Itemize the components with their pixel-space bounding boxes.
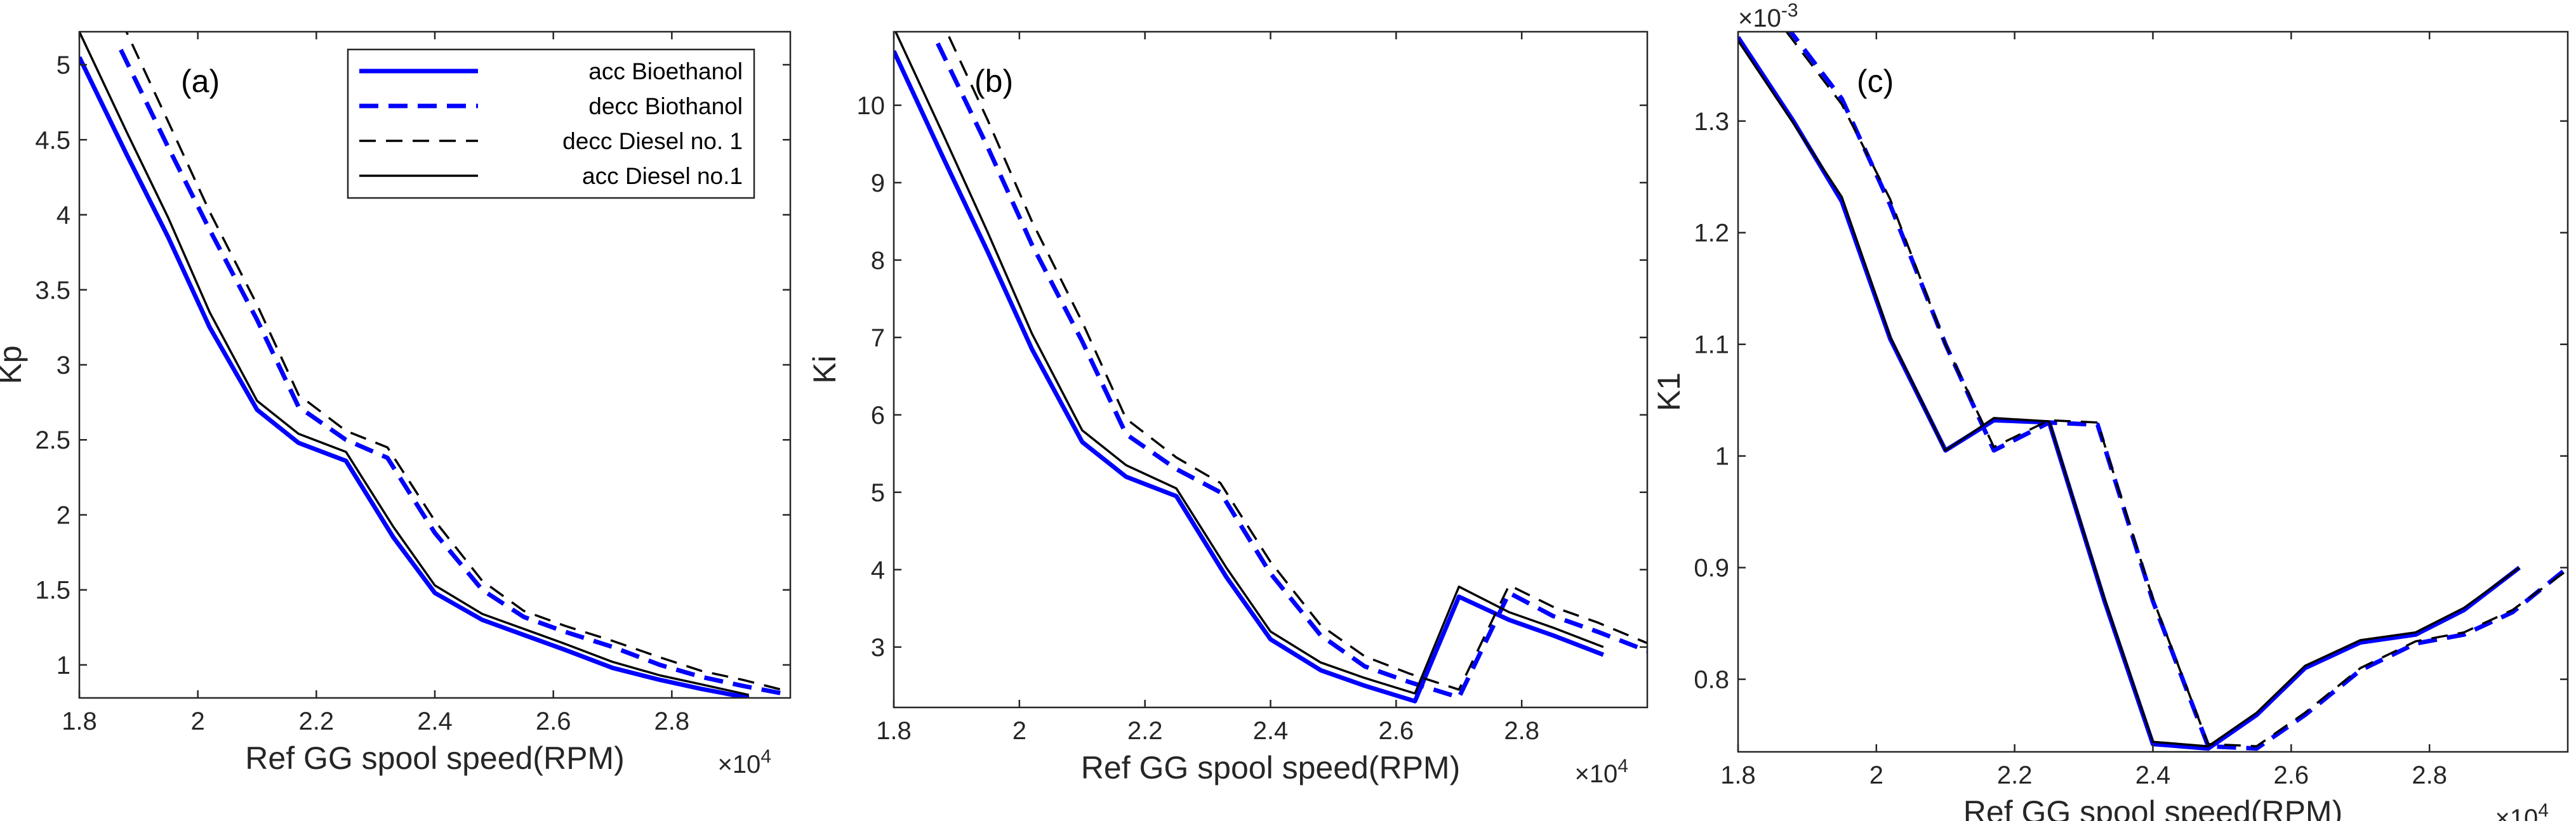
y-tick-label: 8 [871, 247, 885, 275]
y-tick-label: 7 [871, 324, 885, 352]
y-tick-label: 4 [871, 556, 885, 584]
x-tick-label: 1.8 [876, 717, 912, 745]
series-group [1738, 32, 2568, 751]
x-tick-label: 2.6 [536, 707, 571, 735]
plot-area [894, 32, 1647, 707]
y-tick-label: 3 [871, 634, 885, 662]
x-multiplier-base: ×10 [717, 751, 760, 778]
x-tick-label: 2.8 [654, 707, 690, 735]
legend-label-4: acc Diesel no.1 [582, 163, 743, 189]
series-line-3 [125, 32, 790, 693]
x-multiplier-base: ×10 [2495, 805, 2538, 821]
y-tick-label: 0.9 [1694, 555, 1729, 582]
y-tick-label: 6 [871, 402, 885, 430]
y-multiplier: ×10-3 [1738, 0, 1798, 32]
panel-tag: (b) [974, 63, 1013, 99]
legend-label-2: decc Biothanol [588, 93, 743, 119]
y-tick-label: 4 [56, 202, 70, 230]
y-tick-label: 3.5 [35, 277, 70, 305]
x-tick-label: 2.4 [2135, 761, 2171, 789]
y-tick-label: 1.5 [35, 577, 70, 605]
series-line-4 [894, 32, 1604, 695]
y-multiplier-exponent: -3 [1781, 0, 1798, 21]
series-line-4 [1738, 40, 2520, 747]
y-tick-label: 1.1 [1694, 331, 1729, 359]
y-tick-label: 2.5 [35, 426, 70, 454]
panel-tag: (a) [181, 63, 220, 99]
legend-box [347, 48, 755, 199]
legend-label-3: decc Diesel no. 1 [562, 128, 743, 154]
series-group [79, 32, 790, 698]
y-axis-label: K1 [1651, 372, 1687, 411]
x-multiplier: ×104 [2495, 800, 2549, 821]
y-tick-label: 5 [871, 479, 885, 507]
y-tick-label: 9 [871, 169, 885, 197]
y-tick-label: 4.5 [35, 126, 70, 154]
y-tick-label: 1 [1715, 443, 1729, 471]
x-tick-label: 2 [1869, 761, 1883, 789]
chart-panel-c: 1.8 2 2.2 2.4 2.6 2.8 0.8 0.9 1 1.1 1.2 1.3 Ref GG s… [1651, 0, 2569, 821]
y-tick-label: 5 [56, 51, 70, 79]
chart-panel-b: 1.8 2 2.2 2.4 2.6 2.8 3 4 5 6 7 8 9 10 Ref GG spool sp… [807, 30, 1649, 788]
series-line-4 [79, 32, 750, 697]
plot-area [1738, 32, 2568, 752]
x-tick-label: 2.4 [1253, 717, 1289, 745]
y-axis-label: Kp [0, 345, 28, 384]
y-tick-label: 10 [857, 92, 886, 120]
x-tick-label: 2 [1012, 717, 1026, 745]
y-tick-label: 2 [56, 501, 70, 529]
y-multiplier-base: ×10 [1738, 4, 1781, 32]
y-tick-label: 1.3 [1694, 108, 1729, 136]
y-axis-label: Ki [807, 355, 842, 383]
x-tick-label: 2.6 [2274, 761, 2309, 789]
x-tick-label: 1.8 [1720, 761, 1756, 789]
x-tick-label: 2.6 [1379, 717, 1414, 745]
x-tick-label: 2.2 [1997, 761, 2033, 789]
x-axis-label: Ref GG spool speed(RPM) [1963, 794, 2342, 821]
series-line-1 [79, 56, 750, 698]
panel-tag: (c) [1857, 63, 1894, 99]
x-tick-label: 1.8 [62, 707, 97, 735]
x-multiplier: ×104 [717, 746, 771, 778]
y-tick-label: 0.8 [1694, 666, 1729, 694]
x-tick-label: 2.4 [417, 707, 453, 735]
series-group [894, 32, 1647, 704]
legend-label-1: acc Bioethanol [588, 58, 743, 84]
x-tick-label: 2.2 [1127, 717, 1163, 745]
series-line-2 [119, 48, 790, 697]
x-tick-label: 2.8 [1504, 717, 1539, 745]
legend: acc Bioethanol decc Biothanol decc Diesel … [347, 48, 755, 199]
series-line-3 [945, 32, 1647, 691]
series-line-1 [894, 50, 1605, 704]
x-multiplier-exponent: 4 [2538, 800, 2549, 821]
x-multiplier-exponent: 4 [760, 746, 771, 767]
x-multiplier: ×104 [1574, 756, 1628, 788]
series-line-3 [1785, 32, 2568, 747]
y-tick-label: 3 [56, 351, 70, 379]
chart-panel-a: 1.8 2 2.2 2.4 2.6 2.8 1 1.5 2 2.5 3 3.5 4 4.5 5 Ref GG … [0, 30, 792, 778]
x-tick-label: 2.8 [2412, 761, 2447, 789]
x-axis-label: Ref GG spool speed(RPM) [1081, 750, 1460, 785]
x-multiplier-exponent: 4 [1617, 756, 1628, 777]
series-line-2 [936, 42, 1647, 700]
y-tick-label: 1.2 [1694, 220, 1729, 247]
y-tick-label: 1 [56, 652, 70, 680]
x-multiplier-base: ×10 [1574, 760, 1617, 788]
x-tick-label: 2 [191, 707, 205, 735]
x-tick-label: 2.2 [299, 707, 335, 735]
x-axis-label: Ref GG spool speed(RPM) [245, 740, 624, 776]
